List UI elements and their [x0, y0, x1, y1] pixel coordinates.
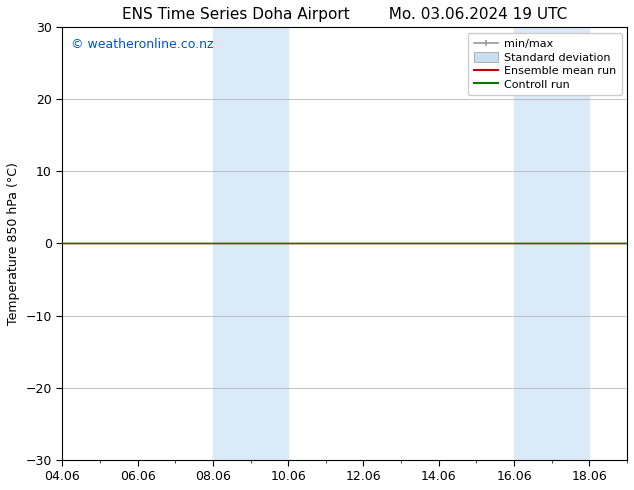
Text: © weatheronline.co.nz: © weatheronline.co.nz	[71, 38, 213, 51]
Bar	[213, 27, 288, 460]
Y-axis label: Temperature 850 hPa (°C): Temperature 850 hPa (°C)	[7, 162, 20, 325]
Legend: min/max, Standard deviation, Ensemble mean run, Controll run: min/max, Standard deviation, Ensemble me…	[468, 33, 621, 96]
Title: ENS Time Series Doha Airport        Mo. 03.06.2024 19 UTC: ENS Time Series Doha Airport Mo. 03.06.2…	[122, 7, 567, 22]
Bar	[514, 27, 590, 460]
